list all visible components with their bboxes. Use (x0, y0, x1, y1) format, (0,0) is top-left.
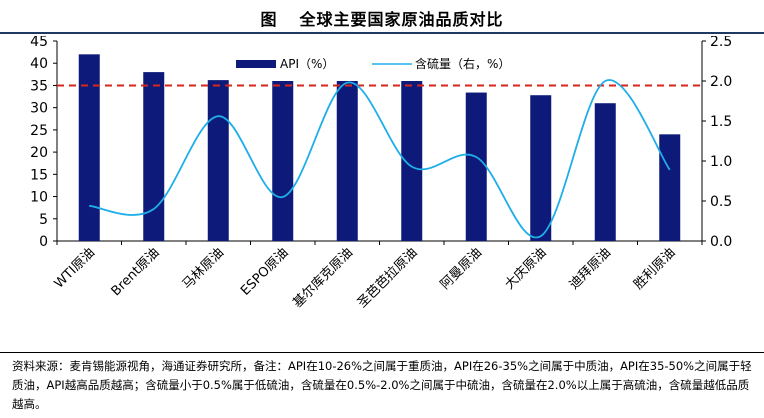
legend-bar-label: API（%） (280, 57, 334, 71)
legend-bar-swatch (236, 60, 276, 68)
right-tick-label: 0.0 (710, 234, 732, 250)
axes-group (53, 40, 706, 245)
category-label: ESPO原油 (238, 245, 291, 298)
category-label: Brent原油 (109, 245, 163, 299)
category-label: 马林原油 (180, 245, 227, 292)
bar (401, 81, 423, 241)
bar (465, 92, 487, 241)
tick-labels: 0 5 10 15 20 25 30 35 40 45 0.0 0.5 1.0 1.5 2.0 2.5 WTI原… (30, 36, 732, 311)
left-tick-label: 20 (30, 145, 48, 161)
figure-title-text: 全球主要国家原油品质对比 (299, 10, 504, 29)
right-tick-label: 1.0 (710, 154, 732, 170)
bar (530, 95, 552, 241)
left-tick-label: 0 (39, 234, 48, 250)
left-tick-label: 25 (30, 123, 48, 139)
legend: API（%） 含硫量（右，%） (236, 56, 510, 71)
left-tick-label: 5 (39, 212, 48, 228)
legend-line-label: 含硫量（右，%） (415, 56, 510, 71)
combo-chart: 0 5 10 15 20 25 30 35 40 45 0.0 0.5 1.0 1.5 2.0 2.5 WTI原… (30, 36, 732, 311)
category-label: 大庆原油 (502, 245, 549, 292)
bar (207, 80, 229, 241)
bar (78, 54, 100, 241)
left-tick-label: 35 (30, 78, 48, 94)
category-label: WTI原油 (52, 245, 98, 291)
line-series (89, 79, 671, 239)
category-label: 基尔库克原油 (290, 245, 356, 311)
right-tick-label: 0.5 (710, 194, 732, 210)
figure-label: 图 (260, 10, 278, 29)
bar (336, 81, 358, 241)
bar (594, 103, 616, 241)
left-tick-label: 45 (30, 36, 48, 50)
sulfur-line (89, 79, 671, 239)
bar (143, 72, 165, 241)
bar (272, 81, 294, 241)
source-note: 资料来源：麦肯锡能源视角，海通证券研究所，备注：API在10-26%之间属于重质… (0, 352, 764, 418)
left-tick-label: 40 (30, 56, 48, 72)
category-label: 圣芭芭拉原油 (355, 245, 421, 311)
left-tick-label: 30 (30, 101, 48, 117)
category-label: 阿曼原油 (438, 245, 485, 292)
right-tick-label: 1.5 (710, 114, 732, 130)
figure-title: 图 全球主要国家原油品质对比 (0, 6, 764, 30)
category-label: 迪拜原油 (567, 245, 614, 292)
left-tick-label: 15 (30, 167, 48, 183)
bar (659, 134, 681, 241)
bar-series (78, 54, 681, 241)
right-tick-label: 2.0 (710, 74, 732, 90)
figure-title-bar: 图 全球主要国家原油品质对比 (0, 0, 764, 34)
right-tick-label: 2.5 (710, 36, 732, 50)
left-tick-label: 10 (30, 190, 48, 206)
category-label: 胜利原油 (631, 245, 678, 292)
